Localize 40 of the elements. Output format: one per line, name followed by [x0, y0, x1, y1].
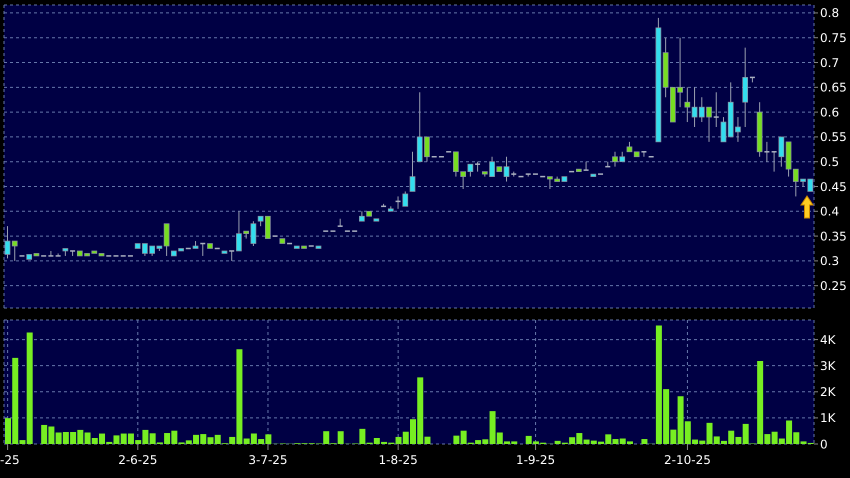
y-tick-label: 0.75	[820, 30, 847, 45]
x-tick-label: 1-8-25	[378, 453, 418, 467]
candlestick	[474, 161, 481, 172]
candlestick	[200, 242, 206, 256]
y-tick-label: 0.7	[820, 56, 840, 70]
candlestick	[164, 223, 170, 256]
y-tick-label: 4K	[820, 332, 837, 347]
x-tick-label: -25	[0, 453, 20, 467]
candlestick	[410, 151, 416, 192]
y-tick-label: 2K	[820, 385, 837, 400]
candlestick	[770, 151, 778, 172]
y-tick-label: 0.45	[820, 180, 847, 194]
x-tick-label: 2-6-25	[118, 453, 158, 467]
y-tick-label: 0.5	[820, 154, 840, 169]
candlestick	[453, 151, 459, 178]
y-tick-label: 0.55	[820, 130, 847, 144]
y-tick-label: 0.6	[820, 105, 840, 120]
x-tick-label: 3-7-25	[248, 453, 288, 467]
candlestick	[713, 92, 720, 128]
y-tick-label: 0.65	[820, 80, 847, 95]
y-tick-label: 0.4	[820, 204, 840, 219]
candlestick	[582, 161, 590, 171]
y-tick-label: 3K	[820, 358, 837, 373]
candlestick	[336, 218, 344, 227]
x-tick-label: 2-10-25	[664, 453, 711, 467]
candlestick	[749, 76, 756, 83]
y-tick-label: 0.35	[820, 229, 847, 244]
candlestick	[604, 161, 612, 168]
y-tick-label: 0.3	[820, 254, 840, 268]
y-tick-label: 0	[820, 437, 828, 452]
candlestick	[394, 196, 402, 210]
candlestick	[228, 250, 235, 262]
candlestick	[402, 190, 408, 207]
x-tick-label: 1-9-25	[516, 453, 556, 467]
y-tick-label: 1K	[820, 411, 837, 426]
candlestick	[764, 141, 770, 162]
y-tick-label: 0.25	[820, 278, 847, 293]
candlestick	[69, 250, 76, 256]
y-tick-label: 0.8	[820, 6, 840, 20]
candlestick	[359, 210, 365, 222]
